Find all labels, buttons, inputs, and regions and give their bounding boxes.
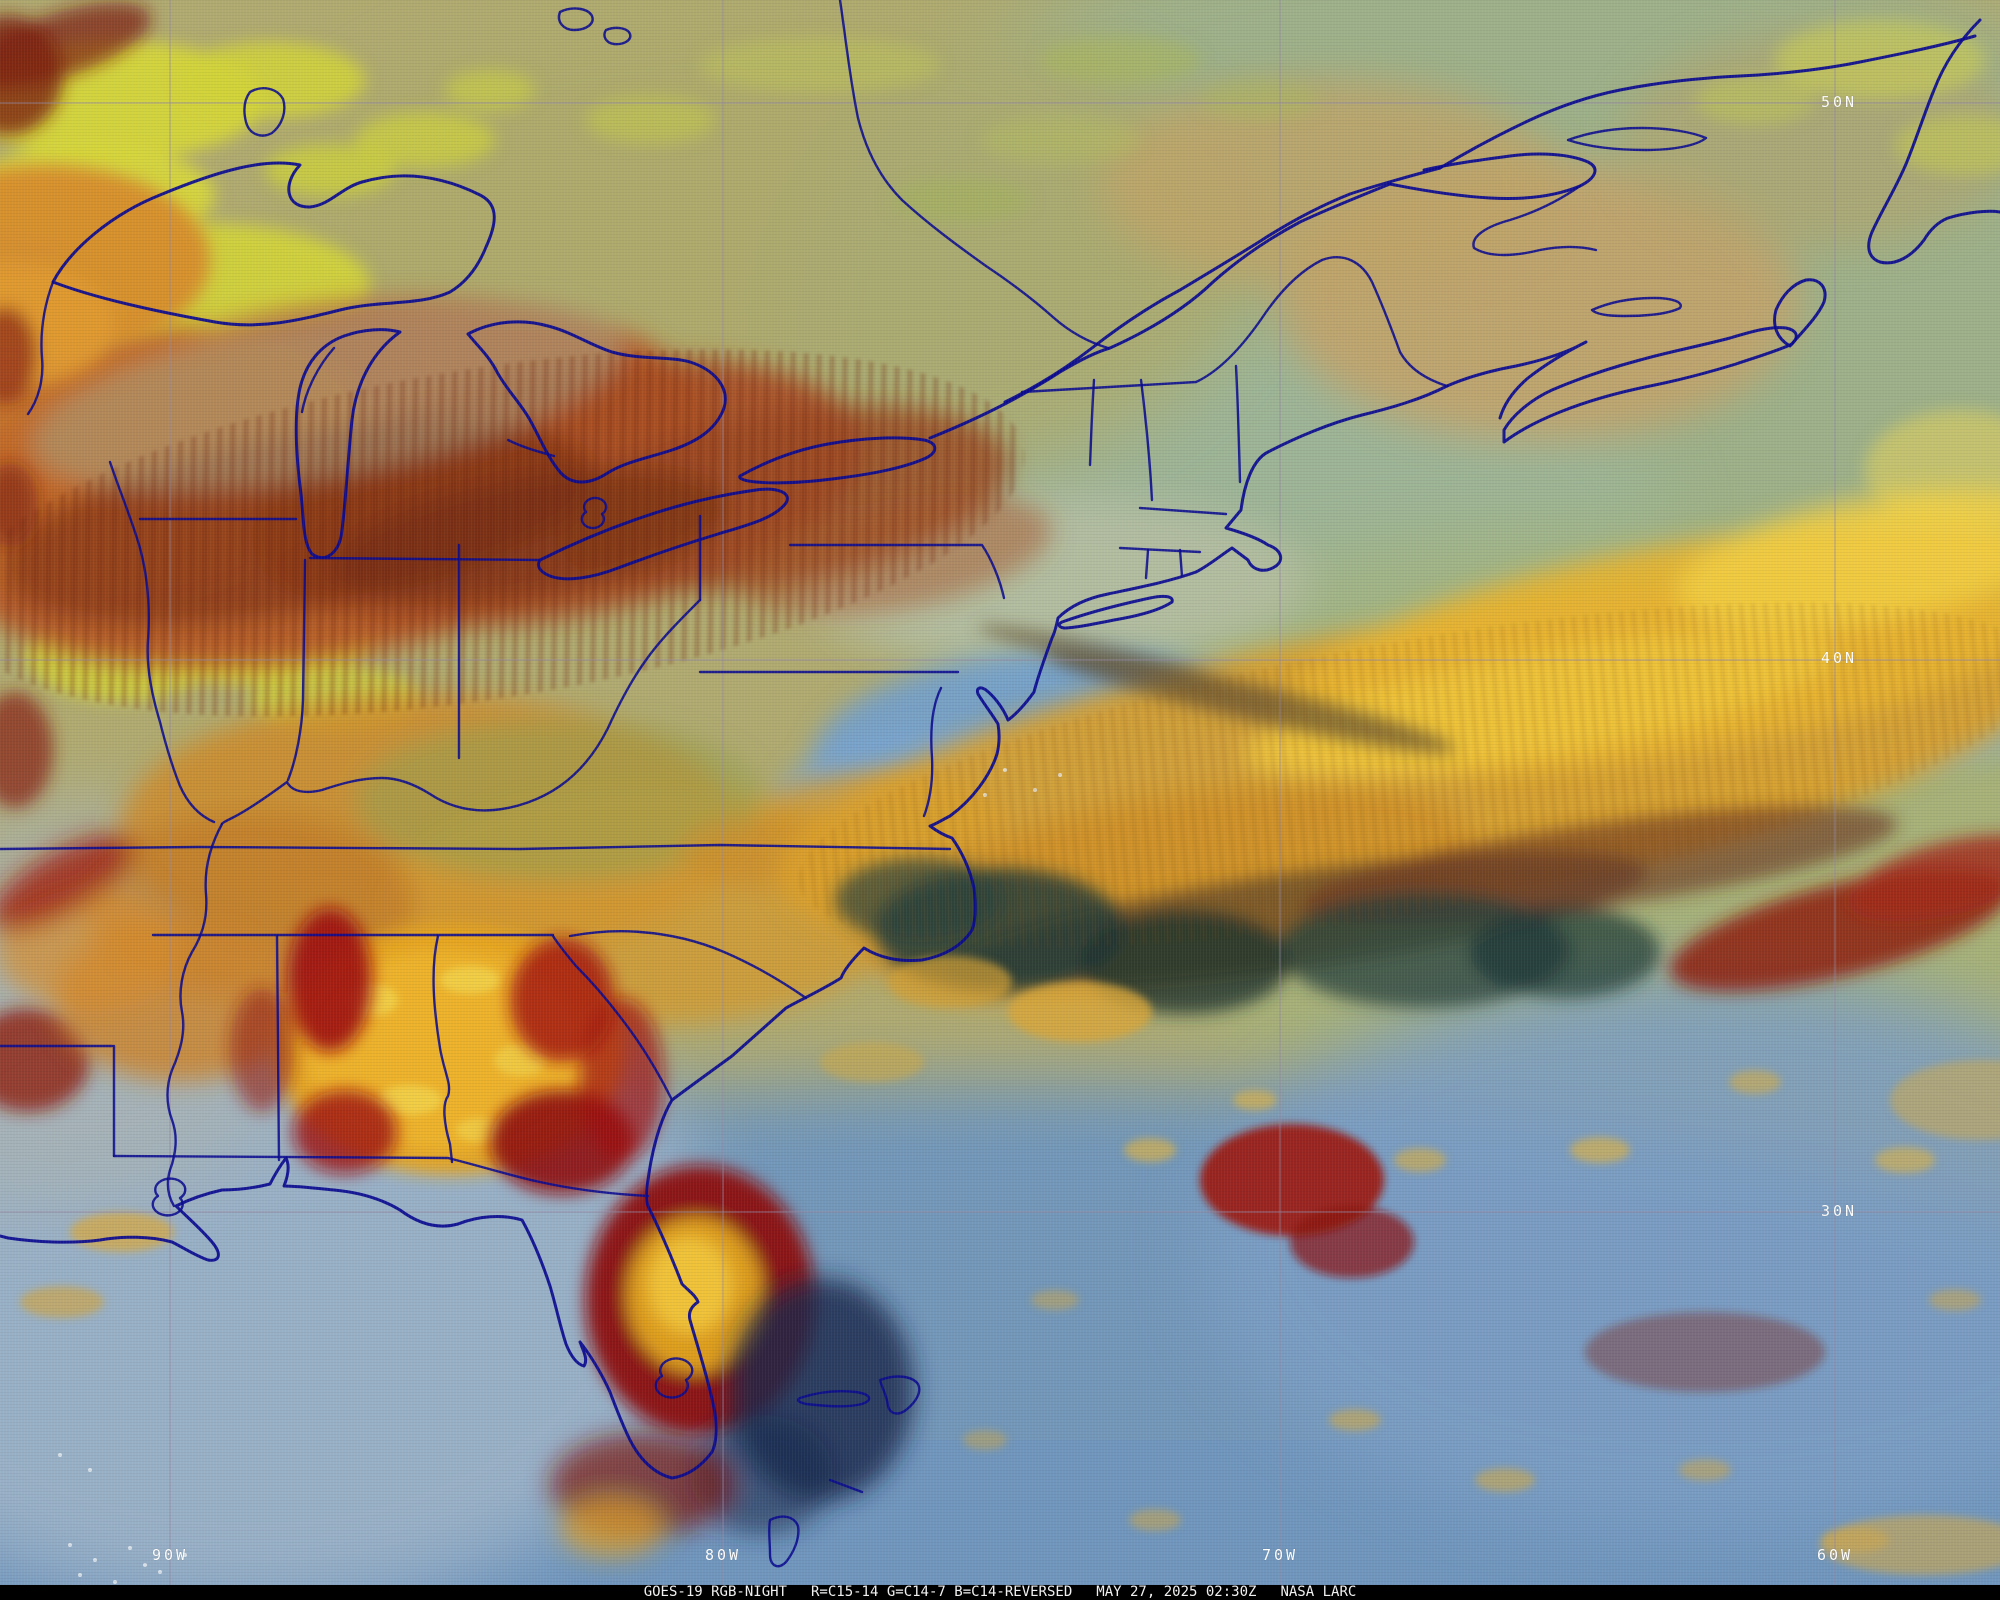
lon-label-80w: 80W — [705, 1546, 741, 1564]
lat-label-30n: 30N — [1821, 1202, 1857, 1220]
lon-label-90w: 90W — [152, 1546, 188, 1564]
caption-product: GOES-19 RGB-NIGHT — [643, 1584, 787, 1600]
lon-label-70w: 70W — [1262, 1546, 1298, 1564]
alabama-storm-group — [230, 908, 664, 1194]
caption-channels: R=C15-14 G=C14-7 B=C14-REVERSED — [810, 1584, 1073, 1600]
caption-bar: GOES-19 RGB-NIGHT R=C15-14 G=C14-7 B=C14-… — [0, 1585, 2000, 1600]
caption-credit: NASA LARC — [1280, 1584, 1357, 1600]
caption-datetime: MAY 27, 2025 02:30Z — [1096, 1584, 1257, 1600]
band-dark-edge-group — [835, 624, 2000, 1014]
lon-label-60w: 60W — [1817, 1546, 1853, 1564]
left-edge-clouds-group — [0, 2, 210, 1112]
lat-label-40n: 40N — [1821, 649, 1857, 667]
lat-label-50n: 50N — [1821, 93, 1857, 111]
south-ocean-speckles-group — [20, 956, 2000, 1575]
white-speckle-dots-group — [58, 768, 1062, 1584]
graticule-labels: 50N 40N 30N 90W 80W 70W 60W — [152, 93, 1857, 1565]
florida-storm-group — [550, 1165, 914, 1558]
